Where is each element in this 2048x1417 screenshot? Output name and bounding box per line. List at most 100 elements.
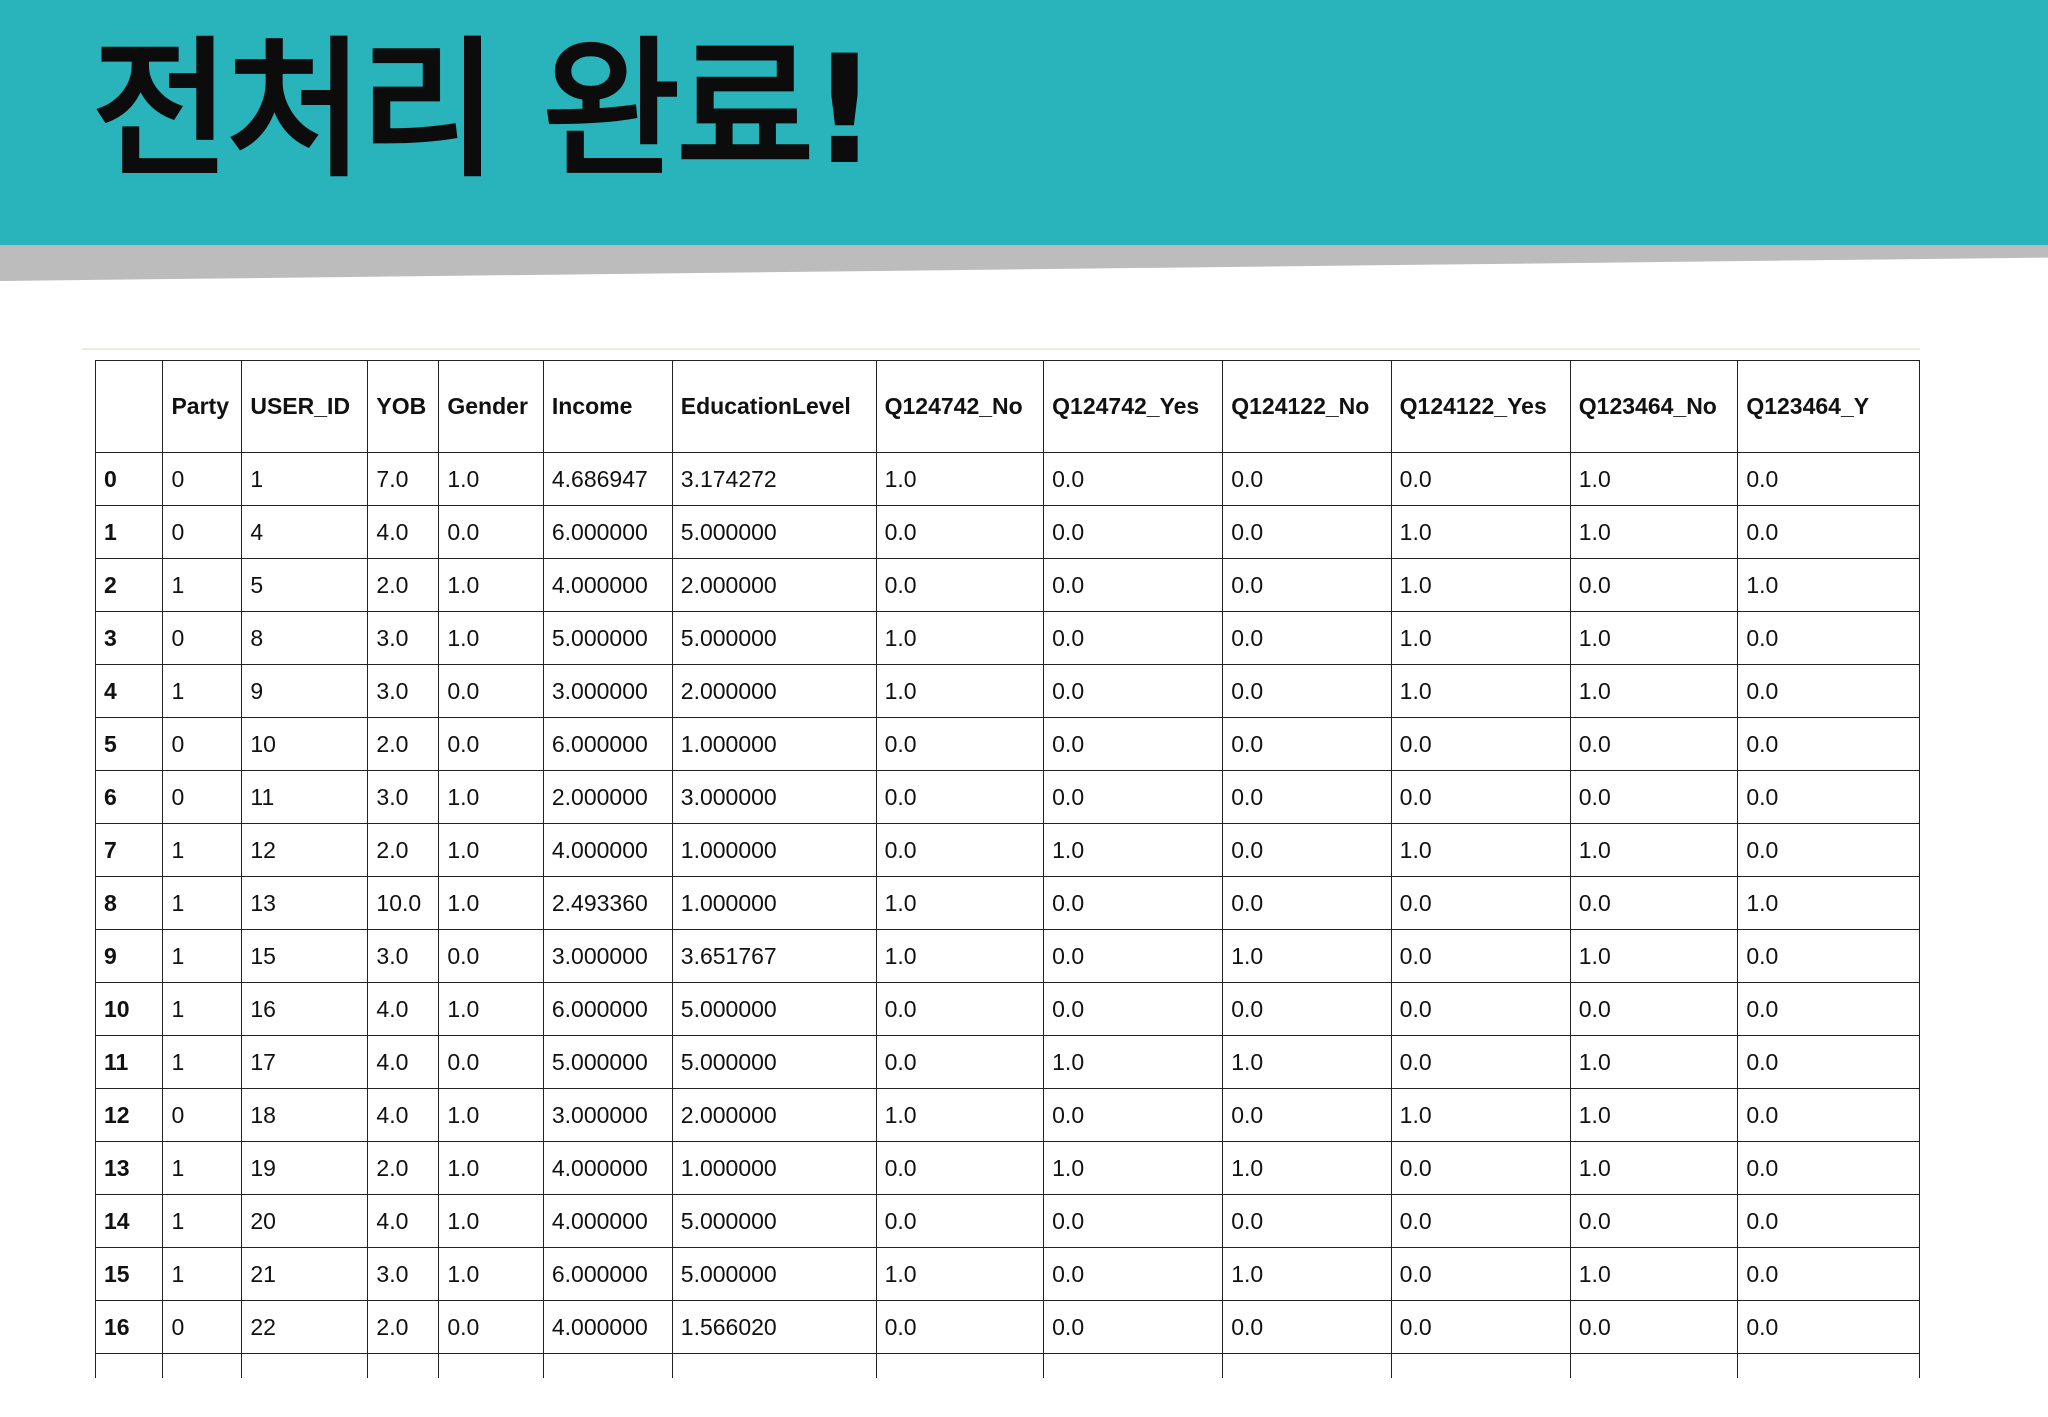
- table-cell: 0.0: [438, 664, 544, 718]
- table-cell: 0.0: [1222, 452, 1392, 506]
- table-cell-empty: [95, 1353, 164, 1378]
- table-cell: 1.0: [438, 452, 544, 506]
- table-cell: 22: [241, 1300, 369, 1354]
- table-row: 3 0 8 3.0 1.0 5.000000 5.000000 1.0 0.0 0.0 1.0 1.0…: [95, 611, 1920, 665]
- table-cell: 1.0: [1569, 1035, 1739, 1089]
- table-cell: 4.000000: [542, 1300, 673, 1354]
- table-cell: 1: [162, 1194, 243, 1248]
- table-cell: 12: [241, 823, 369, 877]
- table-cell: 0.0: [1737, 1088, 1920, 1142]
- table-cell-empty: [1390, 1353, 1571, 1378]
- table-cell: 1.0: [875, 611, 1045, 665]
- table-cell: 1.0: [1390, 505, 1571, 559]
- table-cell: 1.0: [1737, 876, 1920, 930]
- table-cell: 0.0: [1737, 611, 1920, 665]
- table-cell: 4.0: [367, 1194, 440, 1248]
- table-cell: 1: [162, 823, 243, 877]
- table-viewport: Party USER_ID YOB Gender Income Educatio…: [95, 360, 1920, 1378]
- table-cell-empty: [162, 1353, 243, 1378]
- table-cell: 1.0: [438, 770, 544, 824]
- table-row: 13 1 19 2.0 1.0 4.000000 1.000000 0.0 1.0 1.0 0.0 1…: [95, 1141, 1920, 1195]
- table-cell: 1: [162, 558, 243, 612]
- table-cell: 1.0: [875, 1088, 1045, 1142]
- table-cell: 1.0: [1569, 611, 1739, 665]
- table-cell: 1.0: [438, 1194, 544, 1248]
- table-cell: 5.000000: [671, 505, 877, 559]
- table-cell: 0: [162, 770, 243, 824]
- table-cell: 0.0: [1222, 1088, 1392, 1142]
- table-cell: 0: [162, 611, 243, 665]
- table-cell: 3.651767: [671, 929, 877, 983]
- table-cell: 0.0: [1737, 770, 1920, 824]
- table-cell: 1.0: [875, 664, 1045, 718]
- table-cell: 4.0: [367, 1088, 440, 1142]
- table-cell: 1.000000: [671, 1141, 877, 1195]
- table-cell: 0.0: [1569, 876, 1739, 930]
- table-cell: 1.0: [1043, 1035, 1224, 1089]
- table-cell: 0.0: [1737, 1300, 1920, 1354]
- slide-title: 전처리 완료!: [92, 24, 879, 198]
- table-cell: 15: [241, 929, 369, 983]
- table-row: 11 1 17 4.0 0.0 5.000000 5.000000 0.0 1.0 1.0 0.0 1…: [95, 1035, 1920, 1089]
- table-cell: 0.0: [1569, 770, 1739, 824]
- table-cell: 0.0: [875, 717, 1045, 771]
- table-cell-empty: [671, 1353, 877, 1378]
- table-cell: 0.0: [1222, 982, 1392, 1036]
- table-cell: 1.0: [1043, 823, 1224, 877]
- table-row: 2 1 5 2.0 1.0 4.000000 2.000000 0.0 0.0 0.0 1.0 0.0…: [95, 558, 1920, 612]
- table-cell: 0.0: [1569, 717, 1739, 771]
- table-cell: 2.493360: [542, 876, 673, 930]
- table-cell: 0.0: [1569, 982, 1739, 1036]
- table-cell: 1.0: [1390, 823, 1571, 877]
- table-cell: 0.0: [1737, 717, 1920, 771]
- table-cell: 2.000000: [671, 1088, 877, 1142]
- table-cell: 0.0: [438, 1300, 544, 1354]
- table-row: 1 0 4 4.0 0.0 6.000000 5.000000 0.0 0.0 0.0 1.0 1.0…: [95, 505, 1920, 559]
- row-index: 2: [95, 558, 164, 612]
- table-cell: 0.0: [1737, 1194, 1920, 1248]
- table-cell: 0.0: [875, 982, 1045, 1036]
- table-cell: 0.0: [875, 770, 1045, 824]
- table-cell: 2.000000: [542, 770, 673, 824]
- table-cell: 0.0: [1222, 823, 1392, 877]
- table-cell: 5.000000: [671, 1035, 877, 1089]
- table-cell-empty: [1737, 1353, 1920, 1378]
- table-cell: 0.0: [1043, 505, 1224, 559]
- table-row: 4 1 9 3.0 0.0 3.000000 2.000000 1.0 0.0 0.0 1.0 1.0…: [95, 664, 1920, 718]
- table-cell: 7.0: [367, 452, 440, 506]
- table-cell: 1.0: [875, 452, 1045, 506]
- table-cell: 3.000000: [542, 929, 673, 983]
- table-cell: 1.0: [1390, 611, 1571, 665]
- header-party: Party: [162, 360, 243, 453]
- table-cell: 0: [162, 505, 243, 559]
- table-cell: 2.0: [367, 1300, 440, 1354]
- table-cell: 0.0: [875, 505, 1045, 559]
- table-cell: 0.0: [1222, 664, 1392, 718]
- table-cell: 1.000000: [671, 717, 877, 771]
- table-cell: 1: [162, 1247, 243, 1301]
- table-cell: 3.0: [367, 611, 440, 665]
- row-index: 3: [95, 611, 164, 665]
- header-q124742-yes: Q124742_Yes: [1043, 360, 1224, 453]
- table-cell: 0.0: [1737, 1141, 1920, 1195]
- table-cell: 0.0: [1569, 1194, 1739, 1248]
- table-cell: 10: [241, 717, 369, 771]
- table-cell: 3.174272: [671, 452, 877, 506]
- table-cell: 0.0: [1390, 1300, 1571, 1354]
- table-cell: 4.000000: [542, 823, 673, 877]
- table-cell: 1.0: [1569, 505, 1739, 559]
- table-cell: 4: [241, 505, 369, 559]
- table-cell: 3.0: [367, 770, 440, 824]
- table-cell: 4.000000: [542, 558, 673, 612]
- header-q123464-yes: Q123464_Y: [1737, 360, 1920, 453]
- table-row: 8 1 13 10.0 1.0 2.493360 1.000000 1.0 0.0 0.0 0.0 0…: [95, 876, 1920, 930]
- table-cell: 3.0: [367, 664, 440, 718]
- table-cell: 0.0: [1043, 611, 1224, 665]
- table-cell: 4.0: [367, 1035, 440, 1089]
- table-cell: 1.0: [1569, 823, 1739, 877]
- table-cell: 1: [162, 1035, 243, 1089]
- table-cell: 18: [241, 1088, 369, 1142]
- table-cell: 3.000000: [542, 664, 673, 718]
- table-cell: 0.0: [1043, 717, 1224, 771]
- table-cell: 2.0: [367, 1141, 440, 1195]
